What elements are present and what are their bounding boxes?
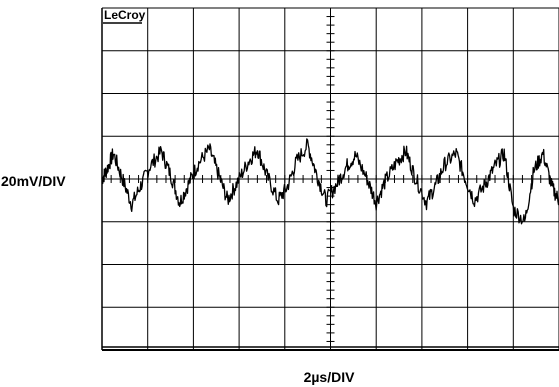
brand-label: LeCroy [104,8,146,22]
y-axis-scale-label: 20mV/DIV [1,173,66,189]
x-axis-scale-label: 2µs/DIV [304,369,356,385]
center-axis-ticks [101,7,559,351]
signal-trace [101,138,559,225]
brand-logo: LeCroy [103,8,146,24]
